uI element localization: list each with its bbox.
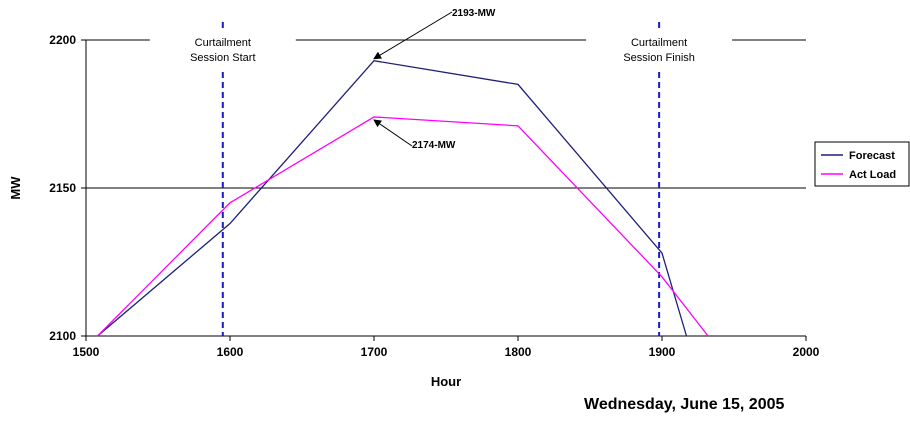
legend-label-act-load: Act Load (849, 169, 896, 181)
curtailment-label-bg-1 (149, 30, 296, 68)
curtailment-label-bg-2 (586, 30, 733, 68)
series-line-act-load (97, 116, 709, 337)
callouts: 2193-MW 2174-MW (373, 8, 496, 151)
chart-date: Wednesday, June 15, 2005 (584, 396, 785, 413)
y-tick-label-2200: 2200 (49, 33, 76, 47)
series-line-forecast (97, 60, 688, 337)
curtailment-label-1-line-1: Curtailment (195, 37, 251, 49)
curtailment-label-1-line-2: Session Start (190, 52, 255, 64)
x-tick-label-1600: 1600 (217, 345, 244, 359)
callout-label-2: 2174-MW (412, 140, 456, 151)
axis-titles: Hour MW (8, 176, 461, 389)
callout-arrow-2 (373, 119, 413, 147)
x-tick-label-1500: 1500 (73, 345, 100, 359)
axes (81, 39, 807, 341)
y-tick-label-2100: 2100 (49, 329, 76, 343)
curtailment-markers: Curtailment Session Start Curtailment Sessi… (149, 22, 733, 336)
curtailment-label-2-line-1: Curtailment (631, 37, 687, 49)
series-lines (97, 60, 709, 337)
curtailment-label-2-line-2: Session Finish (623, 52, 695, 64)
x-axis-title: Hour (431, 374, 461, 389)
legend: Forecast Act Load (814, 141, 910, 187)
callout-label-1: 2193-MW (452, 8, 496, 19)
x-tick-label-1900: 1900 (649, 345, 676, 359)
legend-label-forecast: Forecast (849, 150, 895, 162)
y-tick-label-2150: 2150 (49, 181, 76, 195)
tick-labels: 1500 1600 1700 1800 1900 2000 2100 2150 2200 (49, 33, 819, 359)
gridlines (86, 39, 806, 337)
legend-box (814, 141, 910, 187)
callout-arrow-1 (373, 11, 453, 60)
x-tick-label-1800: 1800 (505, 345, 532, 359)
x-tick-label-2000: 2000 (793, 345, 820, 359)
x-tick-label-1700: 1700 (361, 345, 388, 359)
y-axis-title: MW (8, 176, 23, 200)
